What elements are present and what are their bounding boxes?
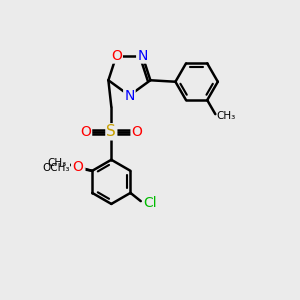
Text: O: O	[131, 125, 142, 139]
Text: CH₃: CH₃	[217, 111, 236, 121]
Text: N: N	[124, 88, 135, 103]
Text: S: S	[106, 124, 116, 139]
Text: Cl: Cl	[143, 196, 157, 211]
Text: CH₃: CH₃	[47, 158, 66, 168]
Text: OCH₃: OCH₃	[42, 163, 70, 173]
Text: O: O	[80, 125, 91, 139]
Text: O: O	[111, 49, 122, 63]
Text: N: N	[137, 49, 148, 63]
Text: O: O	[72, 160, 83, 174]
Text: O: O	[74, 162, 84, 176]
